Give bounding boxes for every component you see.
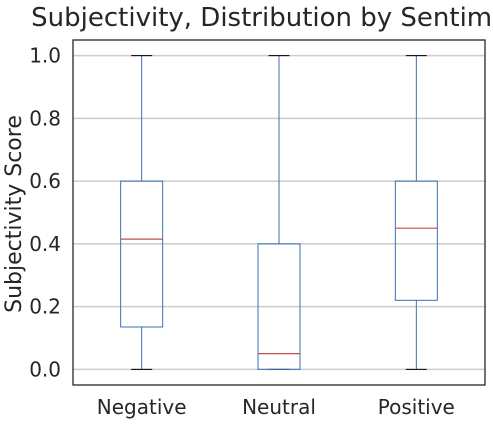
box-positive bbox=[394, 55, 438, 370]
box-negative bbox=[120, 55, 164, 370]
iqr-box bbox=[257, 243, 301, 370]
iqr-box bbox=[394, 180, 438, 301]
boxes bbox=[120, 55, 438, 370]
y-tick-label: 0.0 bbox=[29, 357, 61, 381]
box-neutral bbox=[257, 55, 301, 370]
y-axis-label: Subjectivity Score bbox=[2, 115, 27, 313]
y-tick-label: 0.4 bbox=[29, 232, 61, 256]
iqr-box bbox=[120, 180, 164, 328]
y-tick-label: 0.6 bbox=[29, 169, 61, 193]
x-tick-label: Neutral bbox=[242, 395, 316, 419]
x-tick-labels: Negative Neutral Positive bbox=[97, 395, 455, 419]
chart-title: Subjectivity, Distribution by Sentiment bbox=[31, 3, 493, 33]
x-tick-label: Negative bbox=[97, 395, 187, 419]
y-tick-label: 0.2 bbox=[29, 295, 61, 319]
y-tick-label: 1.0 bbox=[29, 44, 61, 68]
y-tick-label: 0.8 bbox=[29, 106, 61, 130]
y-tick-labels: 0.0 0.2 0.4 0.6 0.8 1.0 bbox=[29, 44, 61, 382]
x-tick-label: Positive bbox=[378, 395, 455, 419]
axes-frame bbox=[72, 39, 486, 386]
